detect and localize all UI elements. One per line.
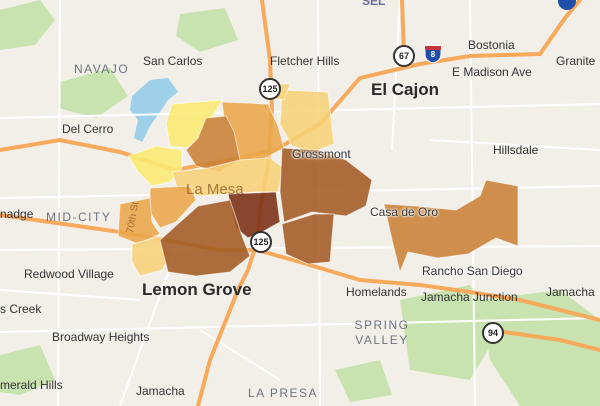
label-hillsdale: Hillsdale — [493, 143, 539, 157]
region-southeast-dark[interactable] — [281, 213, 335, 265]
region-sw-light[interactable] — [131, 235, 171, 277]
region-grossmont-dark[interactable] — [279, 147, 373, 223]
label-e-madison-ave: E Madison Ave — [452, 65, 532, 79]
park-area — [176, 8, 238, 52]
label-spring-valley: SPRING VALLEY — [354, 318, 410, 347]
park-area — [0, 0, 55, 50]
sr-125-north-shield: 125 — [259, 78, 281, 100]
label-emerald-hills: merald Hills — [0, 378, 63, 392]
interstate-8-shield: 8 — [423, 44, 443, 64]
interstate-shield-icon — [424, 45, 442, 64]
label-s-creek: s Creek — [0, 302, 42, 316]
interstate-8-number: 8 — [430, 50, 436, 59]
label-el-cajon: El Cajon — [371, 80, 440, 99]
label-homelands: Homelands — [346, 285, 407, 299]
sr-125-south-shield: 125 — [250, 231, 272, 253]
label-lemon-grove: Lemon Grove — [142, 280, 252, 299]
label-la-presa: LA PRESA — [248, 386, 319, 400]
park-area — [335, 360, 392, 402]
label-sel: SEL — [362, 0, 386, 8]
label-grossmont: Grossmont — [292, 147, 351, 161]
label-redwood-village: Redwood Village — [24, 267, 114, 281]
choropleth-layer — [117, 83, 519, 277]
label-fletcher-hills: Fletcher Hills — [270, 54, 340, 68]
label-granite: Granite — [556, 54, 596, 68]
label-del-cerro: Del Cerro — [62, 122, 114, 136]
park-area — [480, 290, 600, 406]
region-west-orange[interactable] — [117, 197, 161, 245]
label-casa-de-oro: Casa de Oro — [370, 205, 439, 219]
label-jamacha-south: Jamacha — [136, 384, 185, 398]
label-jamacha-junction: Jamacha Junction — [421, 290, 518, 304]
label-la-mesa: La Mesa — [186, 181, 244, 198]
sr-94-shield: 94 — [482, 322, 504, 344]
label-broadway-heights: Broadway Heights — [52, 330, 150, 344]
label-navajo: NAVAJO — [74, 62, 130, 76]
label-san-carlos: San Carlos — [143, 54, 203, 68]
sr-94-east — [488, 328, 600, 352]
park-area — [58, 68, 128, 118]
label-nadge: nadge — [0, 207, 34, 221]
sr-67-shield: 67 — [393, 45, 415, 67]
region-west-yellow[interactable] — [127, 145, 183, 187]
label-rancho-san-diego: Rancho San Diego — [422, 264, 523, 278]
lake-murray — [130, 78, 178, 142]
region-east-mid[interactable] — [383, 179, 519, 274]
region-south-dark[interactable] — [159, 199, 251, 277]
top-right-shield-icon — [558, 0, 576, 10]
label-mid-city: MID-CITY — [46, 210, 112, 224]
label-bostonia: Bostonia — [468, 38, 515, 52]
label-jamacha-east: Jamacha — [546, 285, 595, 299]
park-area — [0, 345, 55, 395]
